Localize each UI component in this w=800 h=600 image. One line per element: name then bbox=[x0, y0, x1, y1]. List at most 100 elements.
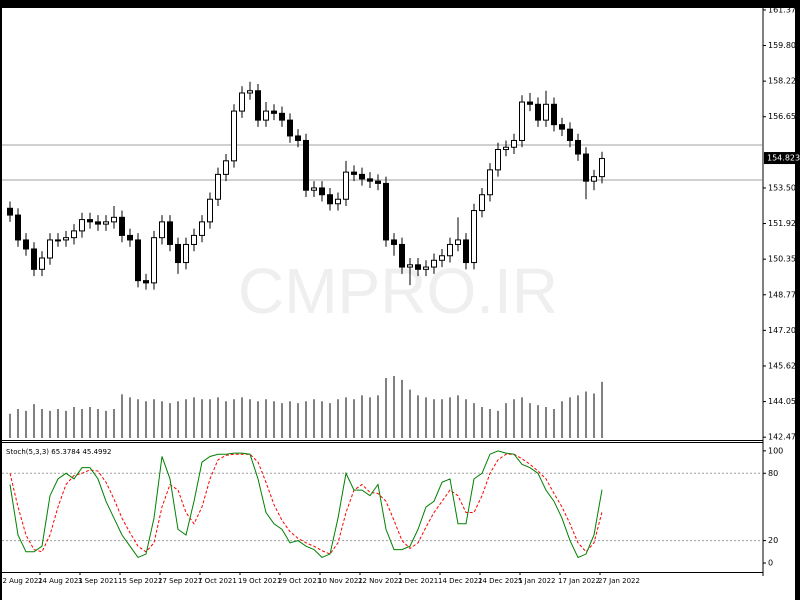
candle-body bbox=[247, 90, 253, 94]
candle-body bbox=[447, 243, 453, 257]
candle-body bbox=[543, 103, 549, 121]
stoch-main-line bbox=[9, 450, 603, 559]
candle-body bbox=[71, 230, 77, 239]
candle-body bbox=[167, 221, 173, 245]
candle-body bbox=[439, 255, 445, 261]
candle-body bbox=[191, 234, 197, 245]
candle-body bbox=[519, 101, 525, 141]
candle-body bbox=[495, 149, 501, 171]
stoch-title: Stoch(5,3,3) 65.3784 45.4992 bbox=[6, 448, 111, 456]
x-tick-label: 12 Aug 2021 bbox=[0, 577, 43, 585]
candle-body bbox=[431, 259, 437, 268]
x-tick-label: 27 Sep 2021 bbox=[158, 577, 202, 585]
stoch-signal-value: 45.4992 bbox=[82, 448, 111, 456]
candle-body bbox=[63, 237, 69, 241]
y-tick-label: 142.475 bbox=[768, 433, 800, 442]
stoch-y-tick-label: 20 bbox=[768, 536, 778, 545]
candle-body bbox=[479, 194, 485, 212]
y-tick-label: 145.625 bbox=[768, 361, 800, 370]
candle-body bbox=[175, 243, 181, 264]
candle-body bbox=[87, 219, 93, 223]
x-tick-label: 24 Aug 2021 bbox=[38, 577, 83, 585]
candle-body bbox=[359, 173, 365, 180]
candle-body bbox=[383, 182, 389, 241]
candle-body bbox=[535, 103, 541, 121]
candle-body bbox=[375, 180, 381, 184]
x-tick-label: 17 Jan 2022 bbox=[558, 577, 600, 585]
candle-body bbox=[263, 110, 269, 121]
y-tick-label: 158.225 bbox=[768, 77, 800, 86]
x-tick-label: 27 Jan 2022 bbox=[598, 577, 640, 585]
x-tick-label: 29 Oct 2021 bbox=[278, 577, 321, 585]
candle-body bbox=[239, 92, 245, 112]
candle-body bbox=[55, 239, 61, 242]
candle-body bbox=[31, 248, 37, 270]
stoch-main-value: 65.3784 bbox=[51, 448, 80, 456]
candle-body bbox=[551, 103, 557, 126]
candle-body bbox=[351, 171, 357, 175]
candle-body bbox=[15, 214, 21, 241]
candle-body bbox=[303, 139, 309, 191]
candle-body bbox=[223, 160, 229, 175]
candle-body bbox=[319, 187, 325, 196]
candle-body bbox=[335, 198, 341, 205]
candle-body bbox=[199, 221, 205, 236]
last-price-label: 154.823 bbox=[767, 154, 800, 163]
candle-body bbox=[7, 207, 13, 216]
candle-body bbox=[455, 239, 461, 245]
candle-body bbox=[559, 124, 565, 130]
stoch-signal-line bbox=[9, 453, 603, 555]
candle-body bbox=[415, 264, 421, 270]
candle-body bbox=[407, 264, 413, 268]
x-tick-label: 15 Sep 2021 bbox=[118, 577, 162, 585]
candle-body bbox=[463, 239, 469, 264]
candle-body bbox=[527, 101, 533, 105]
candle-body bbox=[599, 158, 605, 178]
candle-body bbox=[503, 146, 509, 151]
stoch-y-tick-label: 80 bbox=[768, 469, 778, 478]
candle-body bbox=[511, 139, 517, 148]
candle-body bbox=[183, 243, 189, 264]
candle-body bbox=[255, 90, 261, 121]
candle-body bbox=[215, 173, 221, 200]
stoch-y-tick-label: 100 bbox=[768, 446, 783, 455]
candle-body bbox=[391, 239, 397, 245]
chart-background bbox=[2, 8, 795, 600]
stoch-name: Stoch(5,3,3) bbox=[6, 448, 49, 456]
x-tick-label: 7 Oct 2021 bbox=[198, 577, 237, 585]
candle-body bbox=[295, 135, 301, 141]
y-tick-label: 150.350 bbox=[768, 255, 800, 264]
candle-body bbox=[279, 112, 285, 121]
candle-body bbox=[207, 198, 213, 223]
candle-body bbox=[103, 221, 109, 225]
y-tick-label: 153.500 bbox=[768, 183, 800, 192]
candle-body bbox=[39, 257, 45, 270]
candle-body bbox=[95, 221, 101, 225]
candle-body bbox=[231, 110, 237, 162]
candle-body bbox=[567, 128, 573, 141]
stoch-y-tick-label: 0 bbox=[768, 559, 773, 568]
y-tick-label: 151.925 bbox=[768, 219, 800, 228]
candle-body bbox=[143, 280, 149, 284]
candle-body bbox=[423, 266, 429, 270]
candle-body bbox=[47, 239, 53, 259]
x-tick-label: 19 Oct 2021 bbox=[238, 577, 281, 585]
candle-body bbox=[575, 139, 581, 155]
candle-body bbox=[23, 239, 29, 250]
y-tick-label: 148.775 bbox=[768, 290, 800, 299]
y-tick-label: 144.050 bbox=[768, 397, 800, 406]
candle-body bbox=[271, 110, 277, 114]
candle-body bbox=[487, 169, 493, 196]
x-tick-label: 10 Nov 2021 bbox=[318, 577, 363, 585]
candle-body bbox=[327, 194, 333, 205]
watermark: CMPRO.IR bbox=[238, 255, 558, 327]
candle-body bbox=[111, 216, 117, 223]
candle-body bbox=[127, 234, 133, 241]
x-tick-label: 3 Sep 2021 bbox=[78, 577, 118, 585]
x-tick-label: 2 Dec 2021 bbox=[398, 577, 438, 585]
x-tick-label: 24 Dec 2021 bbox=[478, 577, 523, 585]
y-tick-label: 156.650 bbox=[768, 112, 800, 121]
x-tick-label: 22 Nov 2021 bbox=[358, 577, 403, 585]
